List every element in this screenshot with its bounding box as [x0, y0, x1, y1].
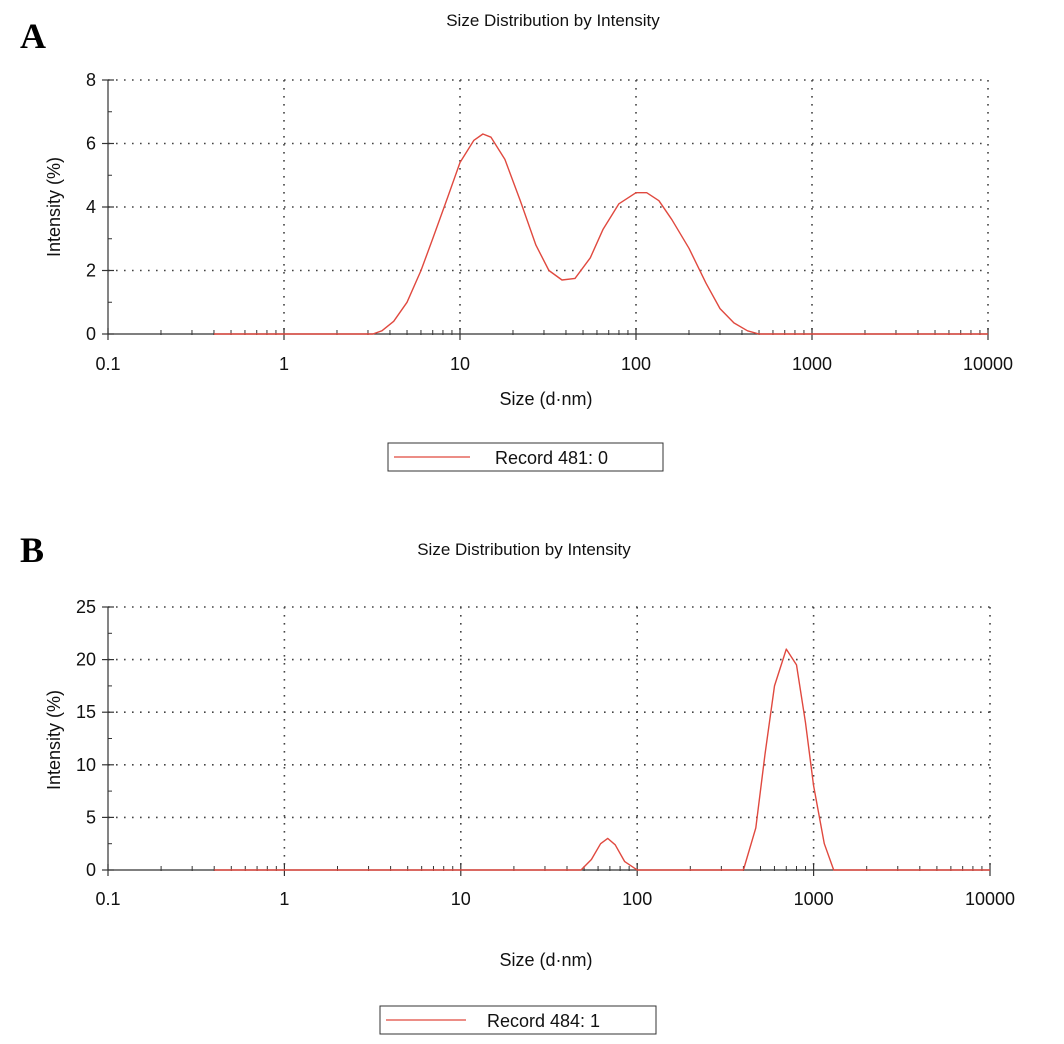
legend-b: Record 484: 1	[379, 1005, 657, 1035]
y-tick-label-a: 8	[86, 70, 96, 90]
y-tick-label-a: 4	[86, 197, 96, 217]
x-tick-label-b: 1	[279, 889, 289, 909]
x-tick-label-a: 1	[279, 354, 289, 374]
panel-letter-b: B	[20, 530, 44, 570]
x-tick-label-a: 1000	[792, 354, 832, 374]
y-tick-label-b: 0	[86, 860, 96, 880]
y-tick-label-b: 20	[76, 650, 96, 670]
x-tick-label-a: 100	[621, 354, 651, 374]
y-tick-label-a: 6	[86, 134, 96, 154]
chart-title-b: Size Distribution by Intensity	[417, 540, 631, 559]
y-axis-label-a: Intensity (%)	[44, 157, 64, 257]
plot-area-b: 0 5 10 15 20 25 0.1 1 10 100 1000 10000	[76, 597, 1015, 909]
x-tick-label-b: 1000	[794, 889, 834, 909]
series-line-a	[214, 133, 988, 335]
x-tick-label-a: 10	[450, 354, 470, 374]
legend-label-b: Record 484: 1	[487, 1011, 600, 1031]
y-tick-label-b: 5	[86, 807, 96, 827]
y-tick-label-b: 15	[76, 702, 96, 722]
x-tick-label-b: 0.1	[95, 889, 120, 909]
y-tick-label-a: 2	[86, 261, 96, 281]
plot-area-a: 0 2 4 6 8 0.1 1 10 100 1000 10000	[86, 70, 1013, 374]
x-tick-label-a: 0.1	[95, 354, 120, 374]
x-axis-label-a: Size (d·nm)	[499, 389, 592, 409]
x-tick-label-b: 100	[622, 889, 652, 909]
series-line-b	[214, 648, 990, 871]
chart-title-a: Size Distribution by Intensity	[446, 11, 660, 30]
x-tick-label-a: 10000	[963, 354, 1013, 374]
x-tick-label-b: 10000	[965, 889, 1015, 909]
legend-label-a: Record 481: 0	[495, 448, 608, 468]
panel-letter-a: A	[20, 16, 46, 56]
legend-a: Record 481: 0	[387, 442, 664, 472]
y-tick-label-a: 0	[86, 324, 96, 344]
y-tick-label-b: 25	[76, 597, 96, 617]
panel-b: B Size Distribution by Intensity 0 5 10 15 2…	[20, 530, 1015, 1035]
x-tick-label-b: 10	[451, 889, 471, 909]
y-tick-label-b: 10	[76, 755, 96, 775]
x-axis-label-b: Size (d·nm)	[499, 950, 592, 970]
panel-a: A Size Distribution by Intensity 0 2 4 6 8 0.…	[20, 11, 1013, 472]
y-axis-label-b: Intensity (%)	[44, 690, 64, 790]
